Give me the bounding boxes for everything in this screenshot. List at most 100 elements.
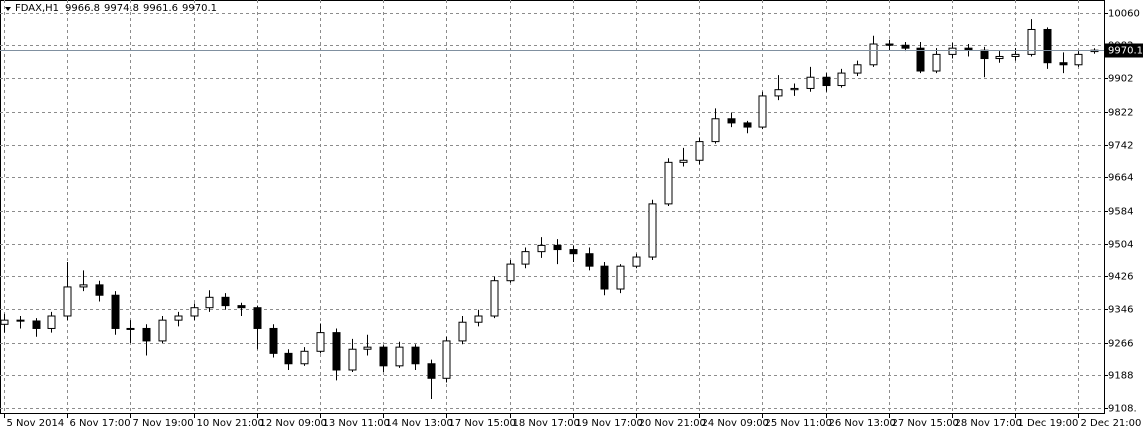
x-tick-label: 7 Nov 19:00 [133,418,194,429]
candle-body [585,253,594,267]
y-tick-label: 9346 [1108,305,1133,316]
candle-body [490,280,499,317]
candle-body [395,346,404,367]
candle-body [269,327,278,354]
candle-body [822,76,831,87]
candle-body [837,72,846,87]
candle-body [600,265,609,290]
high-value: 9974.8 [104,3,139,14]
candle-body [506,263,515,282]
y-tick-label: 9664 [1108,173,1133,184]
y-tick-label: 9504 [1108,240,1133,251]
candle-body [1011,53,1020,57]
candle-body [553,244,562,251]
candle-body [0,319,9,325]
candle-body [616,265,625,290]
candle-body [79,284,88,288]
y-tick-label: 9108. [1108,404,1137,415]
candle-body [158,319,167,342]
close-value: 9970.1 [182,3,217,14]
candle-body [853,64,862,74]
candle-body [253,307,262,329]
x-tick-label: 6 Nov 17:00 [70,418,131,429]
candle-body [711,118,720,143]
candle-body [664,161,673,205]
candle-body [458,321,467,342]
last-price-box [1105,43,1143,58]
candle-body [427,363,436,379]
candles [0,19,1099,400]
candle-body [47,315,56,329]
candle-body [632,256,641,267]
candle-body [63,286,72,317]
candle-body [1074,53,1083,66]
candle-body [758,95,767,128]
candle-body [111,294,120,329]
candle-body [980,49,989,60]
y-tick-label: 9584 [1108,207,1133,218]
candle-body [142,327,151,342]
y-tick-label: 9742 [1108,141,1133,152]
candle-body [964,47,973,51]
candle-body [869,43,878,66]
candle-body [190,307,199,317]
x-tick-label: 26 Nov 13:00 [829,418,896,429]
candle-body [648,203,657,258]
candle-body [806,76,815,89]
candle-body [695,141,704,161]
candle-body [743,122,752,128]
candle-body [901,44,910,49]
x-tick-label: 24 Nov 09:00 [702,418,769,429]
x-tick-label: 27 Nov 15:00 [892,418,959,429]
low-value: 9961.6 [143,3,178,14]
candle-body [679,159,688,163]
candle-body [348,348,357,371]
x-tick-label: 25 Nov 11:00 [765,418,832,429]
x-tick-label: 12 Nov 09:00 [260,418,327,429]
candle-body [316,332,325,352]
candle-body [885,43,894,46]
y-tick-label: 10060 [1108,9,1140,20]
x-tick-label: 5 Nov 2014 [7,418,65,429]
candle-body [790,87,799,91]
candle-body [332,332,341,371]
candle-body [521,251,530,265]
candle-body [569,249,578,255]
candle-body [126,327,135,330]
x-tick-label: 28 Nov 17:00 [955,418,1022,429]
candle-body [174,315,183,321]
x-tick-label: 20 Nov 21:00 [639,418,706,429]
open-value: 9966.8 [65,3,100,14]
chart-header: FDAX,H1 9966.8 9974.8 9961.6 9970.1 [15,3,217,14]
candle-body [774,89,783,97]
menu-triangle [5,7,11,11]
candle-body [32,320,41,329]
candle-body [237,305,246,309]
candle-body [916,47,925,72]
candle-body [442,340,451,379]
candle-body [300,350,309,365]
candle-body [932,53,941,72]
last-price-label: 9970.1 [1108,46,1143,57]
candle-body [948,47,957,55]
candle-body [727,118,736,124]
y-tick-label: 9822 [1108,108,1133,119]
candle-body [221,296,230,307]
candle-body [95,284,104,296]
y-tick-label: 9426 [1108,272,1133,283]
candle-body [205,296,214,309]
y-tick-label: 9266 [1108,339,1133,350]
candle-body [411,346,420,365]
y-tick-label: 9902 [1108,74,1133,85]
candle-body [1059,62,1068,66]
candle-body [363,346,372,350]
candle-body [995,55,1004,60]
x-tick-label: 19 Nov 17:00 [576,418,643,429]
x-tick-label: 13 Nov 11:00 [323,418,390,429]
x-tick-label: 10 Nov 21:00 [197,418,264,429]
candle-body [474,315,483,323]
x-tick-label: 18 Nov 17:00 [513,418,580,429]
candle-body [537,244,546,253]
